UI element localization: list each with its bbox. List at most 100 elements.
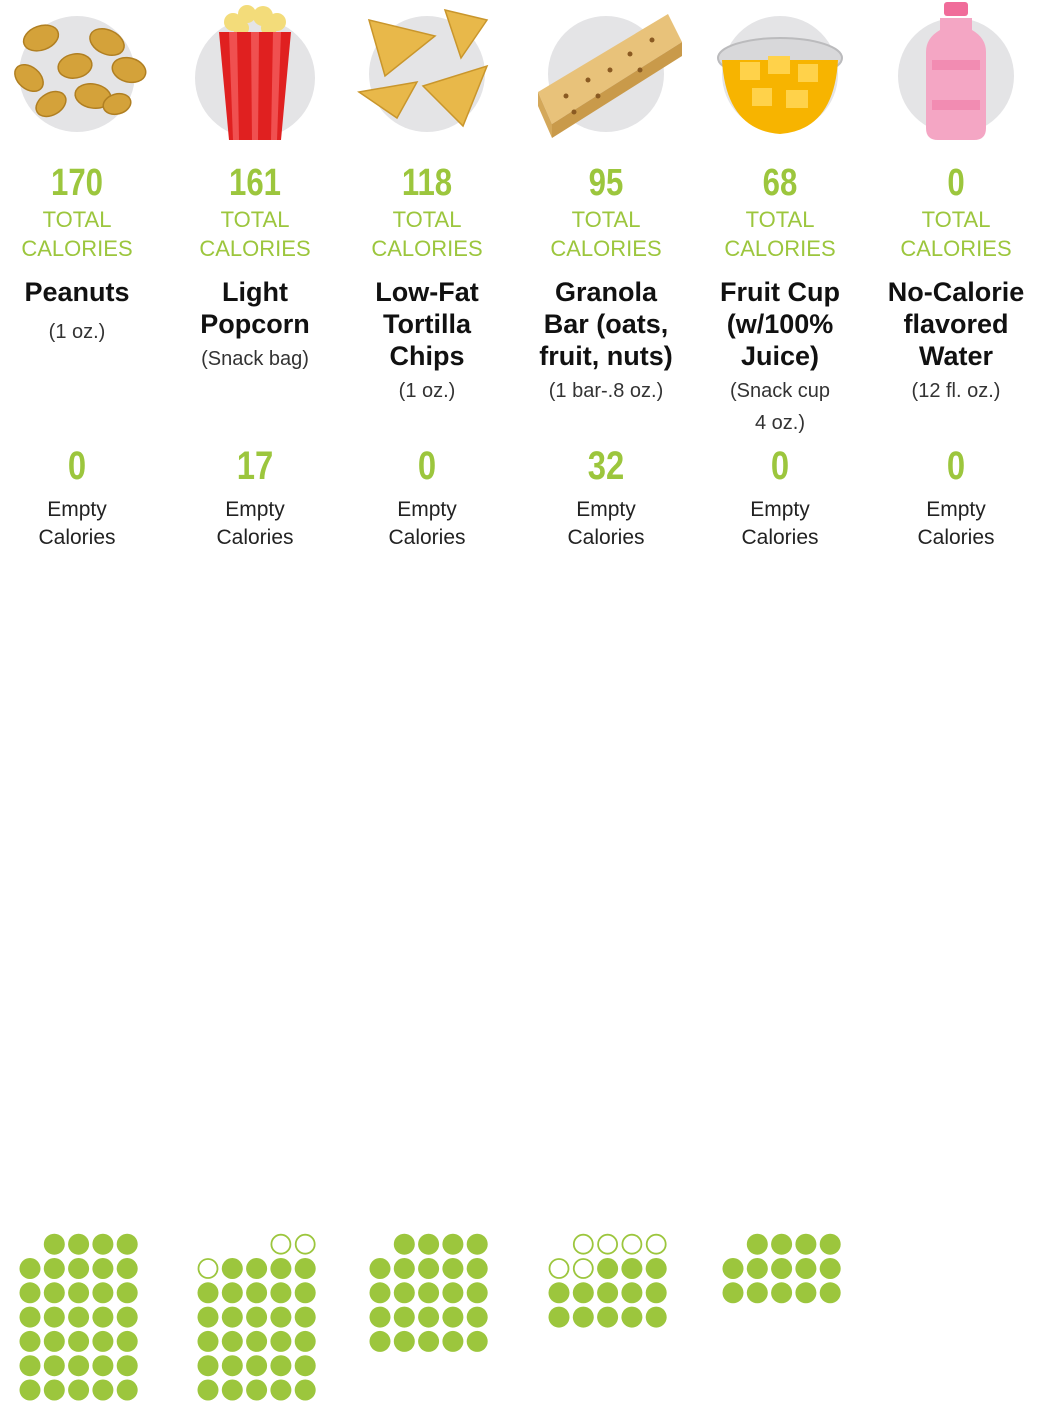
column-flavored-water: 0 TOTAL CALORIES No-Calorie flavored Wat… xyxy=(868,0,1044,1404)
calorie-dot xyxy=(92,1355,114,1377)
calorie-dot xyxy=(393,1330,415,1352)
calorie-dot xyxy=(116,1306,138,1328)
calorie-dot xyxy=(795,1282,817,1304)
calorie-dot xyxy=(645,1282,667,1304)
calorie-dot xyxy=(369,1258,391,1279)
food-name: No-Calorie flavored Water xyxy=(887,277,1025,371)
total-calories-value: 0 xyxy=(947,162,965,204)
calorie-dot xyxy=(722,1258,744,1279)
calorie-dot xyxy=(418,1282,440,1304)
calorie-dot xyxy=(572,1282,594,1304)
calorie-dot xyxy=(393,1258,415,1279)
total-calories-label: TOTAL CALORIES xyxy=(371,207,483,261)
total-calories-value: 161 xyxy=(229,162,281,204)
calorie-dot xyxy=(43,1258,65,1279)
calorie-dot xyxy=(116,1233,138,1255)
calorie-dot xyxy=(92,1379,114,1401)
calorie-dot xyxy=(19,1379,41,1401)
serving-size: (1 oz.) xyxy=(48,321,106,343)
calorie-dot xyxy=(442,1233,464,1255)
calorie-dot xyxy=(270,1306,292,1328)
calorie-dot xyxy=(746,1282,768,1304)
calorie-dot xyxy=(116,1330,138,1352)
calorie-dot xyxy=(771,1233,793,1255)
calorie-dot xyxy=(369,1330,391,1352)
calorie-dot xyxy=(116,1379,138,1401)
calorie-dot xyxy=(466,1330,488,1352)
empty-calories-value: 0 xyxy=(946,444,966,488)
calorie-dot xyxy=(43,1306,65,1328)
calorie-dot xyxy=(246,1306,268,1328)
calorie-dot xyxy=(246,1258,268,1279)
calorie-dot xyxy=(68,1330,90,1352)
food-name: Peanuts xyxy=(24,277,130,307)
calorie-dot xyxy=(19,1355,41,1377)
column-granola-bar: 95 TOTAL CALORIES Granola Bar (oats, fru… xyxy=(518,0,694,1404)
calorie-dot xyxy=(294,1355,316,1377)
food-name: Low-Fat Tortilla Chips xyxy=(375,277,479,371)
empty-calories-label: Empty Calories xyxy=(917,498,995,549)
calorie-dot xyxy=(246,1282,268,1304)
calorie-dot xyxy=(43,1330,65,1352)
calorie-dot xyxy=(68,1355,90,1377)
calorie-dot xyxy=(746,1233,768,1255)
calorie-dot-grid xyxy=(197,1233,316,1401)
calorie-dot xyxy=(19,1330,41,1352)
calorie-dot xyxy=(246,1379,268,1401)
calorie-dot xyxy=(442,1306,464,1328)
calorie-dot xyxy=(68,1233,90,1255)
calorie-dot xyxy=(116,1258,138,1279)
calorie-dot xyxy=(597,1258,619,1279)
empty-calories-value: 0 xyxy=(417,444,437,488)
calorie-dot xyxy=(246,1330,268,1352)
calorie-dot xyxy=(795,1258,817,1279)
total-calories-label: TOTAL CALORIES xyxy=(550,207,662,261)
empty-calories-label: Empty Calories xyxy=(741,498,819,549)
peanuts-icon xyxy=(14,16,147,132)
total-calories-value: 95 xyxy=(588,162,624,204)
water-bottle-icon xyxy=(898,2,1014,140)
calorie-dot xyxy=(771,1258,793,1279)
calorie-dot xyxy=(548,1282,570,1304)
calorie-dot xyxy=(68,1379,90,1401)
calorie-dot xyxy=(294,1330,316,1352)
calorie-dot-grid xyxy=(19,1233,138,1401)
total-calories-label: TOTAL CALORIES xyxy=(21,207,133,261)
calorie-dot xyxy=(442,1282,464,1304)
calorie-dot xyxy=(621,1306,643,1328)
serving-size: (Snack cup 4 oz.) xyxy=(729,380,831,434)
calorie-dot xyxy=(819,1233,841,1255)
calorie-dot xyxy=(393,1306,415,1328)
calorie-dot xyxy=(572,1306,594,1328)
calorie-dot xyxy=(621,1282,643,1304)
calorie-dot xyxy=(270,1258,292,1279)
food-name: Granola Bar (oats, fruit, nuts) xyxy=(539,277,673,371)
calorie-dot xyxy=(221,1306,243,1328)
calorie-dot xyxy=(294,1282,316,1304)
calorie-dot xyxy=(116,1282,138,1304)
calorie-dot xyxy=(92,1233,114,1255)
empty-calories-label: Empty Calories xyxy=(216,498,294,549)
calorie-dot-grid xyxy=(548,1233,667,1328)
calorie-dot xyxy=(221,1330,243,1352)
empty-calorie-dot xyxy=(597,1233,618,1255)
calorie-dot xyxy=(221,1258,243,1279)
calorie-dot xyxy=(43,1379,65,1401)
calorie-dot xyxy=(221,1282,243,1304)
calorie-dot xyxy=(197,1282,219,1304)
serving-size: (1 bar-.8 oz.) xyxy=(548,380,664,402)
granola-bar-icon xyxy=(538,14,682,138)
calorie-dot xyxy=(270,1330,292,1352)
column-tortilla-chips: 118 TOTAL CALORIES Low-Fat Tortilla Chip… xyxy=(339,0,515,1404)
total-calories-value: 118 xyxy=(401,162,453,204)
empty-calories-label: Empty Calories xyxy=(567,498,645,549)
serving-size: (Snack bag) xyxy=(201,348,309,370)
calorie-dot xyxy=(771,1282,793,1304)
calorie-dot xyxy=(722,1282,744,1304)
total-calories-label: TOTAL CALORIES xyxy=(724,207,836,261)
calorie-dot-grid xyxy=(868,570,1044,1404)
calorie-dot xyxy=(418,1330,440,1352)
total-calories-value: 68 xyxy=(762,162,798,204)
calorie-dot xyxy=(68,1282,90,1304)
calorie-dot xyxy=(597,1306,619,1328)
